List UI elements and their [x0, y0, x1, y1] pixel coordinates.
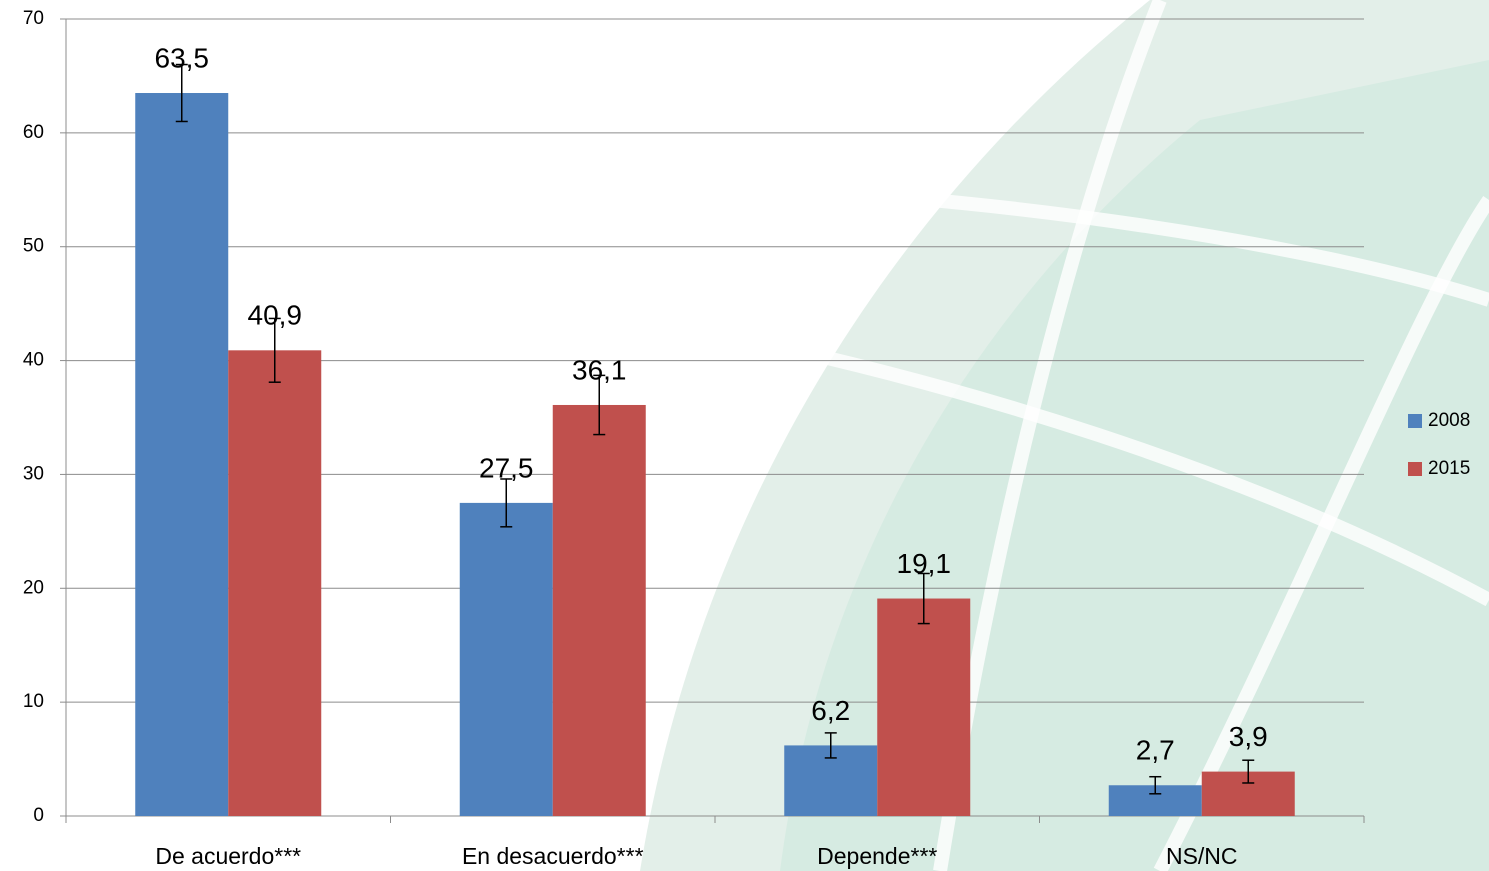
y-tick-label: 30 — [23, 463, 44, 484]
bar — [135, 93, 229, 816]
value-label: 19,1 — [897, 548, 952, 579]
value-label: 2,7 — [1136, 735, 1175, 766]
y-tick-label: 70 — [23, 8, 44, 29]
value-label: 63,5 — [155, 42, 210, 73]
legend-swatch — [1408, 462, 1422, 476]
x-tick-label: NS/NC — [1166, 843, 1238, 869]
legend-label: 2008 — [1428, 410, 1470, 431]
y-tick-label: 20 — [23, 577, 44, 598]
x-tick-label: De acuerdo*** — [155, 843, 301, 869]
legend-label: 2015 — [1428, 458, 1470, 479]
bar — [459, 502, 553, 816]
value-label: 36,1 — [572, 354, 627, 385]
bar — [228, 350, 322, 816]
value-label: 3,9 — [1229, 721, 1268, 752]
x-tick-label: Depende*** — [817, 843, 937, 869]
y-tick-label: 50 — [23, 236, 44, 257]
background-decoration — [640, 0, 1489, 871]
y-tick-label: 10 — [23, 691, 44, 712]
value-label: 27,5 — [479, 452, 534, 483]
legend-swatch — [1408, 414, 1422, 428]
y-tick-label: 0 — [33, 805, 44, 826]
x-tick-label: En desacuerdo*** — [462, 843, 644, 869]
y-tick-label: 40 — [23, 350, 44, 371]
y-tick-label: 60 — [23, 122, 44, 143]
bar — [877, 598, 971, 816]
bar — [552, 404, 646, 816]
value-label: 40,9 — [248, 300, 303, 331]
value-label: 6,2 — [811, 695, 850, 726]
